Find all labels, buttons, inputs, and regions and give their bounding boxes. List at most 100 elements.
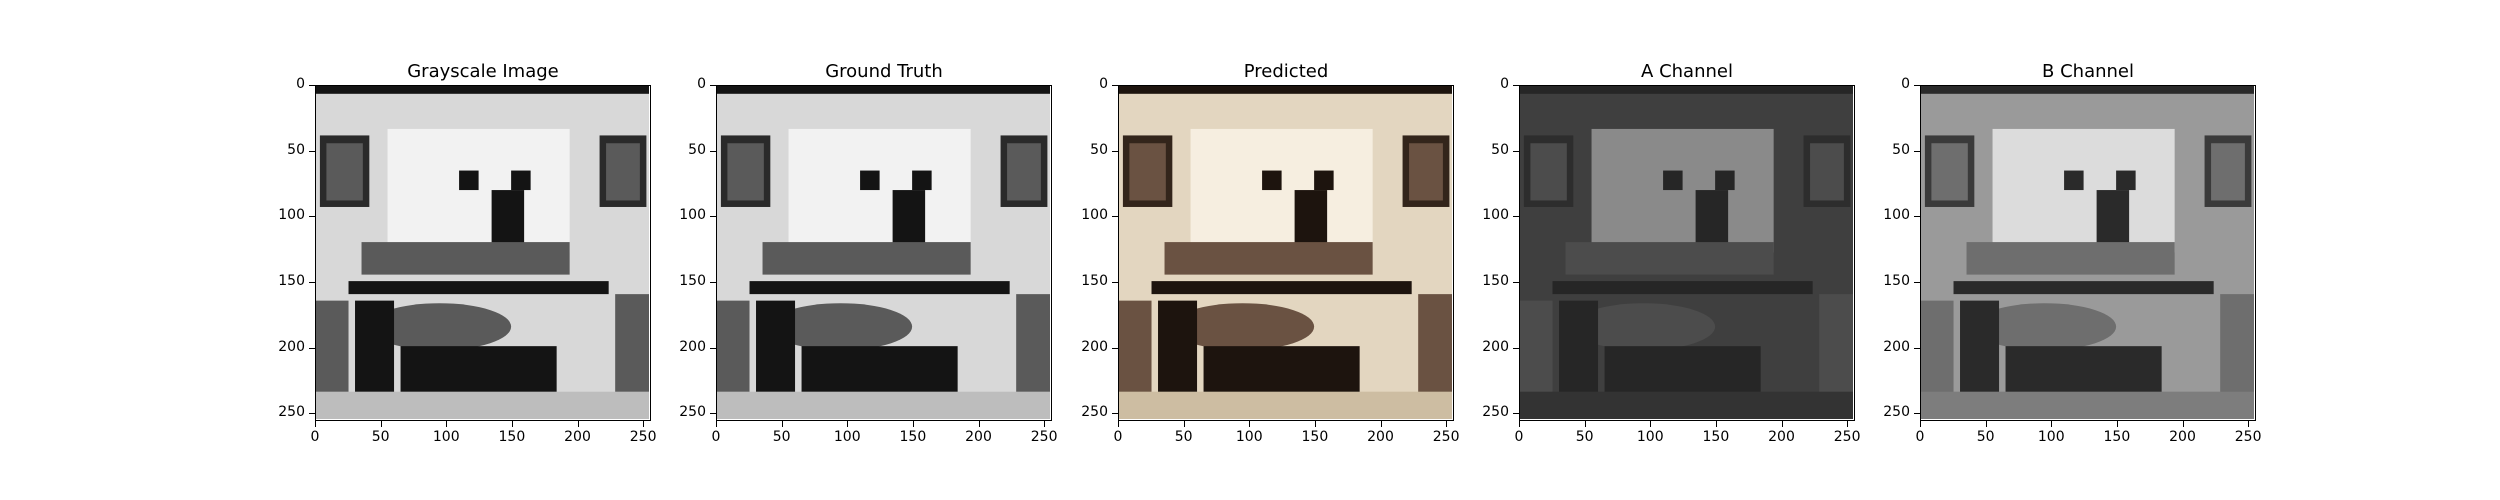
y-tick-mark	[1112, 413, 1118, 415]
x-tick-mark	[1314, 421, 1316, 427]
y-tick-mark	[1513, 85, 1519, 86]
y-tick-mark	[710, 347, 716, 349]
x-tick-mark	[1650, 421, 1652, 427]
x-tick-mark	[315, 421, 316, 427]
x-tick-label: 250	[629, 429, 657, 445]
y-tick-label: 100	[1081, 207, 1108, 224]
y-tick-label: 200	[1482, 338, 1509, 355]
y-tick-label: 0	[697, 76, 706, 92]
y-tick-label: 200	[679, 338, 706, 355]
y-tick-label: 250	[1883, 404, 1910, 421]
y-tick-mark	[1112, 85, 1118, 86]
y-tick-mark	[1112, 216, 1118, 218]
y-tick-label: 250	[278, 404, 305, 421]
image-content	[1921, 86, 2254, 419]
y-tick-mark	[309, 347, 315, 349]
image-panel: Ground Truth 0 50 100 150 200 250 0 50 100 150 200 2…	[676, 0, 1092, 500]
y-tick-mark	[1112, 347, 1118, 349]
image-panel: Grayscale Image 0 50 100 150 200 250 0 50 100 150 2…	[275, 0, 691, 500]
image-content	[316, 86, 649, 419]
y-tick-mark	[309, 85, 315, 86]
x-tick-label: 50	[371, 429, 390, 445]
x-tick-label: 200	[1367, 429, 1394, 445]
y-tick-mark	[710, 281, 716, 283]
x-tick-mark	[1584, 421, 1586, 427]
y-tick-mark	[710, 216, 716, 218]
y-tick-label: 100	[1883, 207, 1910, 224]
x-tick-mark	[1044, 421, 1046, 427]
x-tick-mark	[577, 421, 579, 427]
x-tick-label: 200	[564, 429, 591, 445]
y-tick-label: 50	[1892, 141, 1910, 158]
y-tick-mark	[1513, 150, 1519, 152]
x-tick-mark	[1446, 421, 1448, 427]
x-tick-label: 150	[899, 429, 927, 445]
x-tick-label: 0	[1113, 429, 1123, 445]
y-tick-label: 50	[1090, 141, 1108, 158]
x-tick-mark	[2051, 421, 2053, 427]
x-tick-label: 100	[432, 429, 460, 445]
y-tick-label: 0	[1500, 76, 1509, 92]
x-tick-mark	[1380, 421, 1382, 427]
x-tick-label: 250	[1432, 429, 1460, 445]
x-tick-label: 0	[310, 429, 320, 445]
x-tick-mark	[781, 421, 783, 427]
x-tick-label: 50	[1174, 429, 1193, 445]
panel-title: Grayscale Image	[407, 61, 559, 82]
x-tick-mark	[511, 421, 513, 427]
x-tick-mark	[2182, 421, 2184, 427]
x-tick-mark	[1847, 421, 1849, 427]
x-tick-mark	[1920, 421, 1921, 427]
x-tick-label: 50	[1976, 429, 1995, 445]
y-tick-mark	[710, 150, 716, 152]
y-tick-label: 0	[1901, 76, 1910, 92]
y-tick-mark	[1112, 150, 1118, 152]
x-tick-mark	[978, 421, 980, 427]
y-tick-label: 250	[1482, 404, 1509, 421]
y-tick-label: 150	[278, 272, 305, 289]
x-tick-label: 0	[1514, 429, 1524, 445]
x-tick-label: 250	[2234, 429, 2262, 445]
y-tick-mark	[1914, 347, 1920, 349]
y-tick-mark	[1513, 216, 1519, 218]
x-tick-mark	[2116, 421, 2118, 427]
x-tick-label: 150	[1702, 429, 1730, 445]
x-tick-label: 150	[498, 429, 526, 445]
x-tick-label: 200	[1768, 429, 1795, 445]
x-tick-mark	[1519, 421, 1520, 427]
x-tick-mark	[847, 421, 849, 427]
y-tick-label: 150	[1482, 272, 1509, 289]
x-tick-mark	[1249, 421, 1251, 427]
y-tick-mark	[309, 281, 315, 283]
y-tick-label: 150	[679, 272, 706, 289]
y-tick-mark	[1914, 150, 1920, 152]
y-tick-label: 50	[688, 141, 706, 158]
y-tick-label: 150	[1081, 272, 1108, 289]
x-tick-mark	[1985, 421, 1987, 427]
x-tick-label: 250	[1833, 429, 1861, 445]
x-tick-mark	[1715, 421, 1717, 427]
y-tick-mark	[309, 216, 315, 218]
image-content	[1520, 86, 1853, 419]
image-axes	[716, 85, 1052, 421]
panel-title: Ground Truth	[825, 61, 943, 82]
y-tick-mark	[1513, 413, 1519, 415]
y-tick-mark	[309, 413, 315, 415]
y-tick-mark	[710, 413, 716, 415]
y-tick-label: 100	[278, 207, 305, 224]
x-tick-label: 200	[2169, 429, 2196, 445]
y-tick-mark	[1513, 347, 1519, 349]
x-tick-mark	[1118, 421, 1119, 427]
y-tick-mark	[710, 85, 716, 86]
x-tick-mark	[446, 421, 448, 427]
y-tick-label: 50	[1491, 141, 1509, 158]
x-tick-mark	[912, 421, 914, 427]
x-tick-label: 50	[1575, 429, 1594, 445]
y-tick-label: 0	[296, 76, 305, 92]
x-tick-mark	[1781, 421, 1783, 427]
y-tick-mark	[309, 150, 315, 152]
y-tick-label: 200	[1081, 338, 1108, 355]
x-tick-label: 100	[1636, 429, 1664, 445]
x-tick-mark	[2248, 421, 2250, 427]
image-panel: A Channel 0 50 100 150 200 250 0 50 100 150 200 250	[1479, 0, 1895, 500]
